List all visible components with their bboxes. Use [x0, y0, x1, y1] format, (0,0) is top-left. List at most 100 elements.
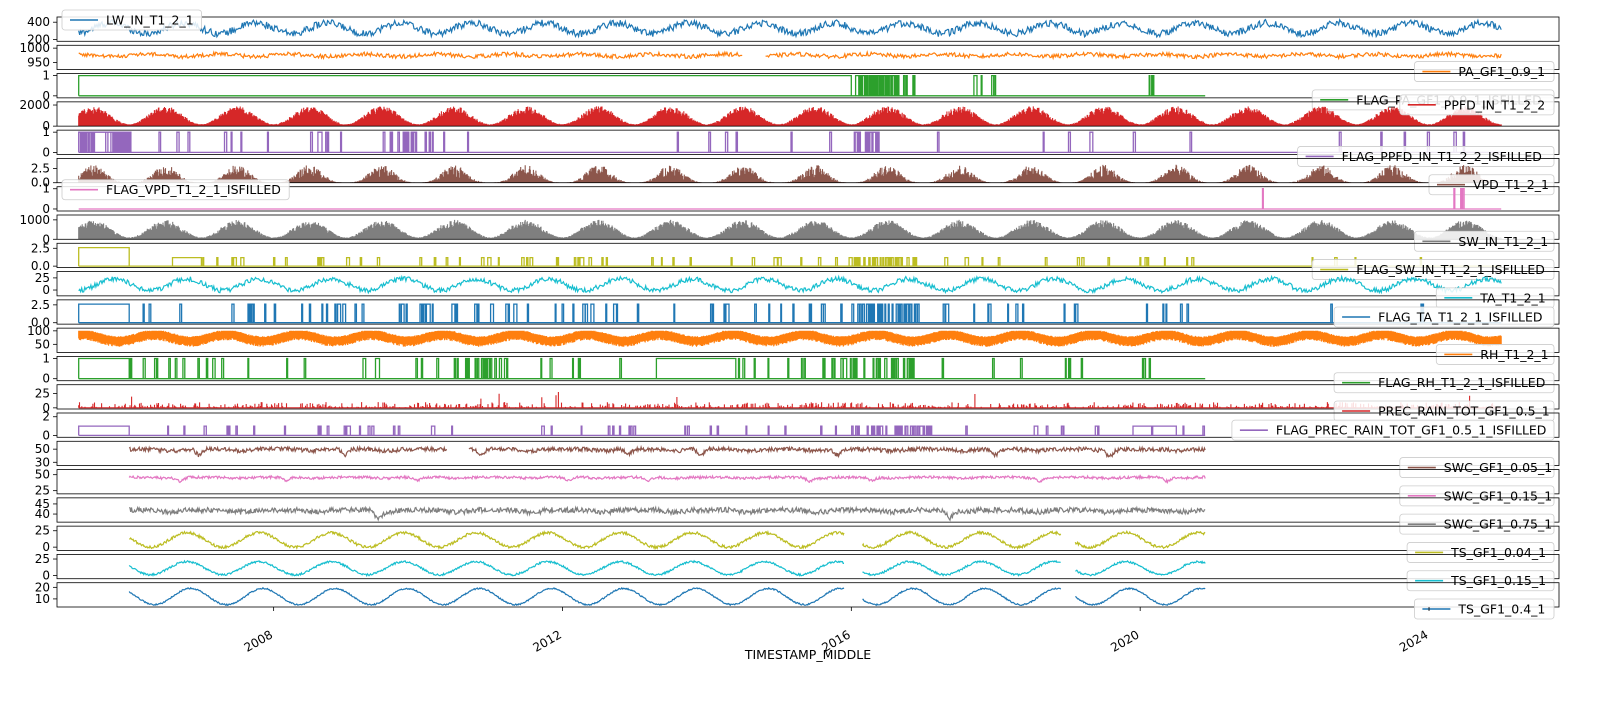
panel-flag-sw-in-t1-2-1-isfilled: 0.0 2.5 FLAG_SW_IN_T1_2_1_ISFILLED	[31, 241, 1560, 280]
legend-label: FLAG_VPD_T1_2_1_ISFILLED	[106, 182, 281, 197]
y-tick-label: 1	[42, 69, 50, 83]
legend-prec-rain-tot-gf1-0-5-1: PREC_RAIN_TOT_GF1_0.5_1	[1333, 400, 1555, 422]
panel-flag-ta-t1-2-1-isfilled: 0.0 2.5 FLAG_TA_T1_2_1_ISFILLED	[31, 298, 1560, 330]
panel-ppfd-in-t1-2-2: 0 2000 PPFD_IN_T1_2_2	[19, 94, 1560, 133]
y-tick-label: 1000	[19, 41, 50, 55]
panel-frame	[56, 242, 1560, 268]
series-line	[78, 131, 1502, 154]
y-tick-label: 25	[35, 386, 50, 400]
legend-box	[61, 9, 203, 31]
panel-frame	[56, 271, 1560, 297]
legend-box	[1231, 419, 1555, 441]
legend-box	[1414, 61, 1555, 82]
series-line	[78, 392, 1502, 409]
panel-frame	[56, 554, 1560, 580]
y-tick-label: 25	[35, 271, 50, 285]
legend-swc-gf1-0-15-1: SWC_GF1_0.15_1	[1399, 485, 1555, 507]
series-line	[128, 586, 1206, 607]
y-tick-label: 0	[42, 401, 50, 415]
legend-ts-gf1-0-04-1: TS_GF1_0.04_1	[1406, 542, 1555, 563]
legend-box	[1399, 94, 1555, 116]
series-line	[128, 559, 1206, 578]
panel-frame	[56, 469, 1560, 495]
x-tick-label: 2020	[1108, 627, 1141, 654]
panel-sw-in-t1-2-1: 0 1000 SW_IN_T1_2_1	[19, 213, 1560, 252]
legend-flag-prec-rain-tot-gf1-0-5-1-isfilled: FLAG_PREC_RAIN_TOT_GF1_0.5_1_ISFILLED	[1231, 419, 1555, 441]
y-tick-label: 200	[27, 33, 50, 47]
legend-label: TS_GF1_0.15_1	[1450, 573, 1546, 588]
y-tick-label: 0	[42, 540, 50, 554]
legend-label: SWC_GF1_0.15_1	[1444, 488, 1552, 503]
y-tick-label: 400	[27, 15, 50, 29]
y-tick-label: 2.5	[31, 162, 50, 176]
y-tick-label: 10	[35, 592, 50, 606]
panel-frame	[56, 129, 1560, 155]
legend-label: PPFD_IN_T1_2_2	[1444, 97, 1545, 112]
legend-flag-vpd-t1-2-1-isfilled: FLAG_VPD_T1_2_1_ISFILLED	[61, 179, 290, 201]
panel-ta-t1-2-1: 025 TA_T1_2_1	[35, 271, 1560, 309]
legend-label: FLAG_SW_IN_T1_2_1_ISFILLED	[1356, 262, 1545, 277]
legend-label: SW_IN_T1_2_1	[1458, 234, 1548, 249]
legend-box	[1297, 146, 1555, 167]
legend-ta-t1-2-1: TA_T1_2_1	[1435, 287, 1555, 309]
y-tick-label: 1	[42, 351, 50, 365]
panel-frame	[56, 299, 1560, 325]
series-line	[128, 444, 1206, 459]
legend-label: FLAG_PREC_RAIN_TOT_GF1_0.5_1_ISFILLED	[1276, 423, 1547, 438]
y-tick-label: 0	[42, 428, 50, 442]
series-line	[78, 330, 1502, 347]
series-line	[78, 50, 1502, 61]
panel-frame	[56, 186, 1560, 212]
y-tick-label: 0	[42, 119, 50, 133]
panel-frame	[56, 497, 1560, 523]
legend-label: TA_T1_2_1	[1479, 290, 1545, 305]
legend-box	[1406, 570, 1555, 592]
panel-flag-vpd-t1-2-1-isfilled: 0 1 FLAG_VPD_T1_2_1_ISFILLED	[42, 179, 1560, 216]
series-line	[78, 303, 1502, 324]
y-tick-label: 1	[42, 125, 50, 139]
legend-label: PREC_RAIN_TOT_GF1_0.5_1	[1378, 404, 1550, 419]
series-line	[78, 18, 1502, 39]
legend-label: SWC_GF1_0.75_1	[1444, 517, 1552, 532]
y-tick-label: 2000	[19, 98, 50, 112]
y-tick-label: 1000	[19, 213, 50, 227]
y-tick-label: 50	[35, 468, 50, 482]
y-tick-label: 50	[35, 442, 50, 456]
y-tick-label: 100	[27, 324, 50, 338]
panel-frame	[56, 525, 1560, 551]
x-tick-label: 2012	[531, 627, 564, 654]
x-axis-label: TIMESTAMP_MIDDLE	[744, 647, 871, 662]
legend-box	[1435, 344, 1555, 365]
panel-flag-ppfd-in-t1-2-2-isfilled: 0 1 FLAG_PPFD_IN_T1_2_2_ISFILLED	[42, 125, 1560, 167]
y-tick-label: 0	[42, 372, 50, 386]
y-tick-label: 25	[35, 552, 50, 566]
y-tick-label: 0.0	[31, 259, 50, 273]
legend-pa-gf1-0-9-1: PA_GF1_0.9_1	[1414, 61, 1555, 82]
legend-label: SWC_GF1_0.05_1	[1444, 460, 1552, 475]
series-line	[78, 106, 1502, 127]
y-tick-label: 1	[42, 182, 50, 196]
legend-box	[1414, 598, 1555, 620]
series-line	[78, 188, 1502, 210]
panel-frame	[56, 582, 1560, 608]
y-tick-label: 0	[42, 145, 50, 159]
panel-frame	[56, 356, 1560, 382]
y-tick-label: 50	[35, 337, 50, 351]
legend-rh-t1-2-1: RH_T1_2_1	[1435, 344, 1555, 365]
legend-box	[1333, 372, 1555, 394]
legend-box	[1414, 230, 1555, 252]
panel-flag-prec-rain-tot-gf1-0-5-1-isfilled: 0 2 FLAG_PREC_RAIN_TOT_GF1_0.5_1_ISFILLED	[42, 410, 1560, 442]
panel-frame	[56, 440, 1560, 466]
y-tick-label: 20	[35, 580, 50, 594]
panel-frame	[56, 327, 1560, 353]
legend-label: FLAG_RH_T1_2_1_ISFILLED	[1378, 375, 1545, 390]
panel-frame	[56, 44, 1560, 70]
y-tick-label: 0	[42, 89, 50, 103]
legend-label: FLAG_PPFD_IN_T1_2_2_ISFILLED	[1342, 149, 1542, 164]
legend-flag-ta-t1-2-1-isfilled: FLAG_TA_T1_2_1_ISFILLED	[1333, 306, 1555, 328]
legend-label: VPD_T1_2_1	[1473, 177, 1549, 192]
